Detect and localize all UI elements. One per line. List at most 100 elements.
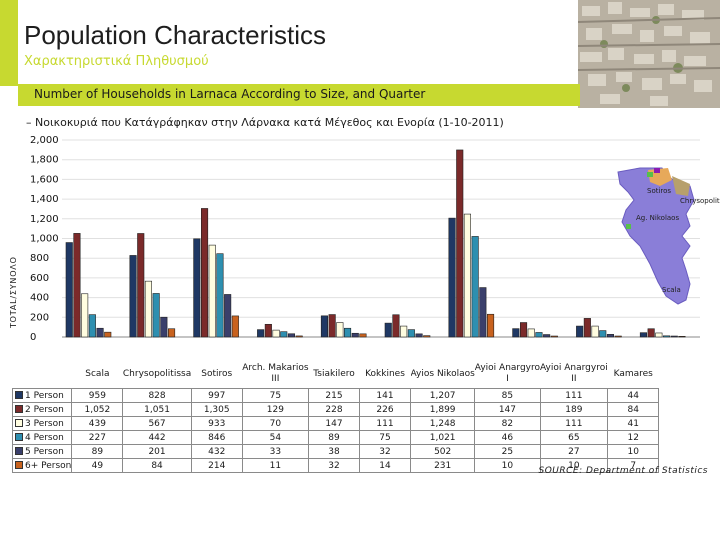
table-column-header: Ayioi Anargyroi II — [540, 360, 608, 389]
bar-2-ayios-nikolaos — [456, 149, 464, 338]
table-cell: 502 — [410, 444, 476, 459]
category-label: Arch. Makarios — [242, 363, 309, 373]
table-cell: 75 — [359, 430, 412, 445]
table-column-header: Sotiros — [191, 360, 242, 389]
bar-3-tsiakilero — [336, 322, 344, 338]
table-cell: 82 — [474, 416, 541, 431]
legend-label: 2 Person — [25, 404, 64, 415]
legend-swatch — [15, 419, 23, 427]
bar-1-sotiros — [193, 238, 201, 338]
bar-6-kamares — [678, 336, 686, 338]
table-cell: 44 — [607, 388, 660, 403]
table-cell: 89 — [308, 430, 361, 445]
bar-5-ayioi-anargyroi-i — [543, 334, 551, 338]
bar-3-sotiros — [208, 244, 216, 338]
table-cell: 65 — [539, 430, 609, 445]
bar-2-scala — [73, 233, 81, 338]
bar-5-scala — [96, 327, 104, 338]
bar-4-tsiakilero — [343, 327, 352, 338]
table-cell: 32 — [308, 458, 361, 473]
table-cell: 997 — [190, 388, 243, 403]
table-cell: 1,051 — [122, 402, 192, 417]
bar-4-sotiros — [216, 253, 224, 338]
bar-3-ayioi-anargyroi-i — [527, 328, 535, 338]
bar-6-ayios-nikolaos — [486, 313, 495, 338]
table-cell: 439 — [71, 416, 124, 431]
bar-1-ayioi-anargyroi-ii — [576, 325, 584, 338]
table-cell: 38 — [308, 444, 361, 459]
bar-4-chrysopolitissa — [152, 293, 160, 338]
map-label-chrysopolitissa: Chrysopolitissa — [680, 197, 720, 205]
bar-5-tsiakilero — [351, 332, 359, 338]
table-cell: 11 — [241, 458, 310, 473]
bar-4-ayioi-anargyroi-ii — [599, 330, 607, 338]
legend-entry: 4 Person — [11, 430, 73, 445]
title-band — [18, 84, 580, 106]
table-cell: 10 — [474, 458, 541, 473]
y-tick-label: 2,000 — [30, 135, 59, 146]
table-column-header: Scala — [72, 360, 123, 389]
category-label: Chrysopolitissa — [122, 368, 192, 379]
page-title: Population Characteristics — [24, 20, 327, 50]
table-cell: 1,052 — [71, 402, 124, 417]
legend-swatch — [15, 433, 23, 441]
bar-5-ayios-nikolaos — [479, 287, 487, 338]
table-cell: 111 — [539, 416, 609, 431]
larnaca-map-inset: Sotiros Chrysopolitissa Ag. Nikolaos Sca… — [617, 167, 720, 305]
table-cell: 226 — [359, 402, 412, 417]
bar-5-kokkines — [415, 333, 423, 338]
table-cell: 85 — [474, 388, 541, 403]
y-tick-label: 1,800 — [30, 155, 59, 166]
table-column-header: Ayios Nikolaos — [411, 360, 475, 389]
table-row: 1 Person 959 828 997 75 215 141 1,207 85 111 44 — [11, 388, 660, 403]
category-label: Ayios Nikolaos — [410, 368, 475, 379]
bar-6-kokkines — [423, 335, 431, 338]
y-tick-label: 1,600 — [30, 174, 59, 185]
source-note: SOURCE: Department of Statistics — [538, 466, 708, 476]
table-cell: 33 — [241, 444, 310, 459]
table-column-header: Ayioi Anargyro I — [475, 360, 540, 389]
table-corner-cell — [13, 360, 72, 389]
table-row: 5 Person 89 201 432 33 38 32 502 25 27 10 — [11, 444, 660, 459]
table-cell: 84 — [122, 458, 192, 473]
category-label: Sotiros — [201, 368, 233, 379]
table-column-header: Kokkines — [360, 360, 411, 389]
table-cell: 27 — [539, 444, 609, 459]
table-cell: 147 — [308, 416, 361, 431]
map-marker-green — [647, 172, 653, 177]
bar-6-scala — [104, 331, 112, 338]
bar-6-tsiakilero — [359, 333, 367, 338]
bar-6-ayioi-anargyroi-i — [550, 335, 558, 338]
table-cell: 14 — [359, 458, 412, 473]
bar-4-kamares — [662, 335, 671, 338]
table-column-header: Tsiakilero — [309, 360, 360, 389]
map-marker-green-2 — [626, 224, 631, 229]
bar-4-scala — [88, 314, 96, 338]
bar-6-ayioi-anargyroi-ii — [614, 335, 622, 338]
table-cell: 10 — [607, 444, 660, 459]
category-label: Kamares — [613, 368, 653, 379]
y-tick-label: 400 — [30, 293, 49, 304]
bar-2-chrysopolitissa — [137, 233, 145, 338]
bar-1-scala — [65, 242, 73, 338]
bar-3-arch-makarios-iii — [272, 329, 280, 338]
table-cell: 201 — [122, 444, 192, 459]
table-column-header: Chrysopolitissa — [123, 360, 191, 389]
category-label: II — [571, 374, 577, 384]
category-label: Kokkines — [365, 368, 405, 379]
chart-heading: Number of Households in Larnaca Accordin… — [34, 87, 426, 101]
table-cell: 75 — [241, 388, 310, 403]
table-cell: 49 — [71, 458, 124, 473]
bar-3-scala — [81, 293, 89, 338]
table-cell: 189 — [539, 402, 609, 417]
legend-entry: 2 Person — [11, 402, 73, 417]
table-cell: 89 — [71, 444, 124, 459]
page-subtitle-greek: Χαρακτηριστικά Πληθυσμού — [24, 54, 209, 69]
table-row: 6+ Person 49 84 214 11 32 14 231 10 10 7 — [11, 458, 660, 473]
header-accent-bar — [0, 0, 18, 86]
bar-1-arch-makarios-iii — [257, 329, 265, 338]
bar-4-ayioi-anargyroi-i — [535, 332, 543, 338]
bar-1-ayioi-anargyroi-i — [512, 328, 520, 338]
bar-6-chrysopolitissa — [168, 328, 176, 338]
table-column-header: Kamares — [608, 360, 659, 389]
